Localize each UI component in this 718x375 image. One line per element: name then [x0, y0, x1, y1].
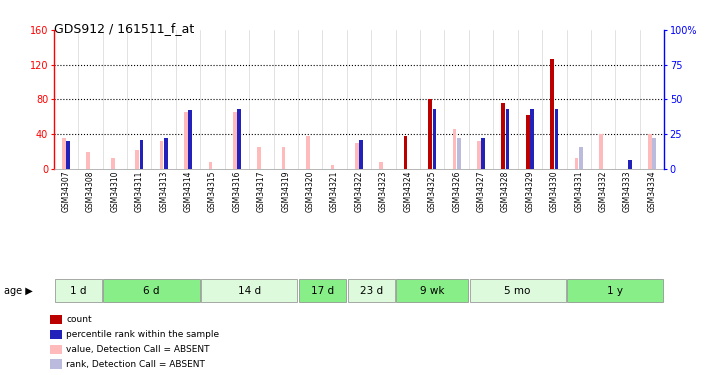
Bar — [457, 138, 461, 169]
Bar — [281, 147, 285, 169]
Text: rank, Detection Call = ABSENT: rank, Detection Call = ABSENT — [66, 360, 205, 369]
Bar — [189, 111, 192, 169]
Text: 5 mo: 5 mo — [505, 286, 531, 296]
Text: count: count — [66, 315, 92, 324]
Text: 1 y: 1 y — [607, 286, 623, 296]
Bar — [164, 138, 168, 169]
Bar — [233, 112, 236, 169]
Bar — [355, 143, 358, 169]
Bar — [62, 138, 65, 169]
Text: 9 wk: 9 wk — [420, 286, 444, 296]
Bar — [599, 134, 602, 169]
Text: 23 d: 23 d — [360, 286, 383, 296]
Text: 6 d: 6 d — [144, 286, 159, 296]
FancyBboxPatch shape — [201, 279, 297, 302]
Bar — [648, 134, 651, 169]
Text: 1 d: 1 d — [70, 286, 86, 296]
Bar — [86, 152, 90, 169]
Bar — [477, 141, 480, 169]
Bar — [67, 141, 70, 169]
Bar — [50, 360, 62, 369]
Text: value, Detection Call = ABSENT: value, Detection Call = ABSENT — [66, 345, 210, 354]
Bar — [653, 138, 656, 169]
Bar — [404, 136, 407, 169]
Bar — [482, 138, 485, 169]
Bar — [628, 160, 632, 169]
Bar — [140, 140, 144, 169]
Bar — [628, 160, 632, 169]
Text: GDS912 / 161511_f_at: GDS912 / 161511_f_at — [54, 22, 194, 36]
FancyBboxPatch shape — [103, 279, 200, 302]
Bar — [257, 147, 261, 169]
Bar — [550, 60, 554, 169]
Text: age ▶: age ▶ — [4, 286, 32, 296]
Bar — [506, 109, 510, 169]
Bar — [360, 140, 363, 169]
Bar — [159, 141, 163, 169]
Bar — [135, 150, 139, 169]
Bar — [574, 158, 578, 169]
Bar — [482, 138, 485, 169]
Bar — [184, 112, 187, 169]
Bar — [579, 147, 583, 169]
Bar — [379, 162, 383, 169]
Bar — [50, 315, 62, 324]
FancyBboxPatch shape — [348, 279, 395, 302]
Bar — [208, 162, 212, 169]
Bar — [50, 330, 62, 339]
Bar — [330, 165, 334, 169]
Bar — [526, 115, 529, 169]
Text: percentile rank within the sample: percentile rank within the sample — [66, 330, 219, 339]
FancyBboxPatch shape — [470, 279, 566, 302]
Bar — [452, 129, 456, 169]
Bar — [111, 158, 114, 169]
FancyBboxPatch shape — [396, 279, 468, 302]
FancyBboxPatch shape — [55, 279, 102, 302]
Bar — [555, 109, 559, 169]
Bar — [531, 109, 534, 169]
Bar — [428, 99, 432, 169]
Bar — [306, 136, 309, 169]
Text: 14 d: 14 d — [238, 286, 261, 296]
Bar — [238, 109, 241, 169]
FancyBboxPatch shape — [567, 279, 663, 302]
Bar — [50, 345, 62, 354]
Text: 17 d: 17 d — [311, 286, 334, 296]
Bar — [433, 109, 437, 169]
FancyBboxPatch shape — [299, 279, 346, 302]
Bar — [501, 103, 505, 169]
